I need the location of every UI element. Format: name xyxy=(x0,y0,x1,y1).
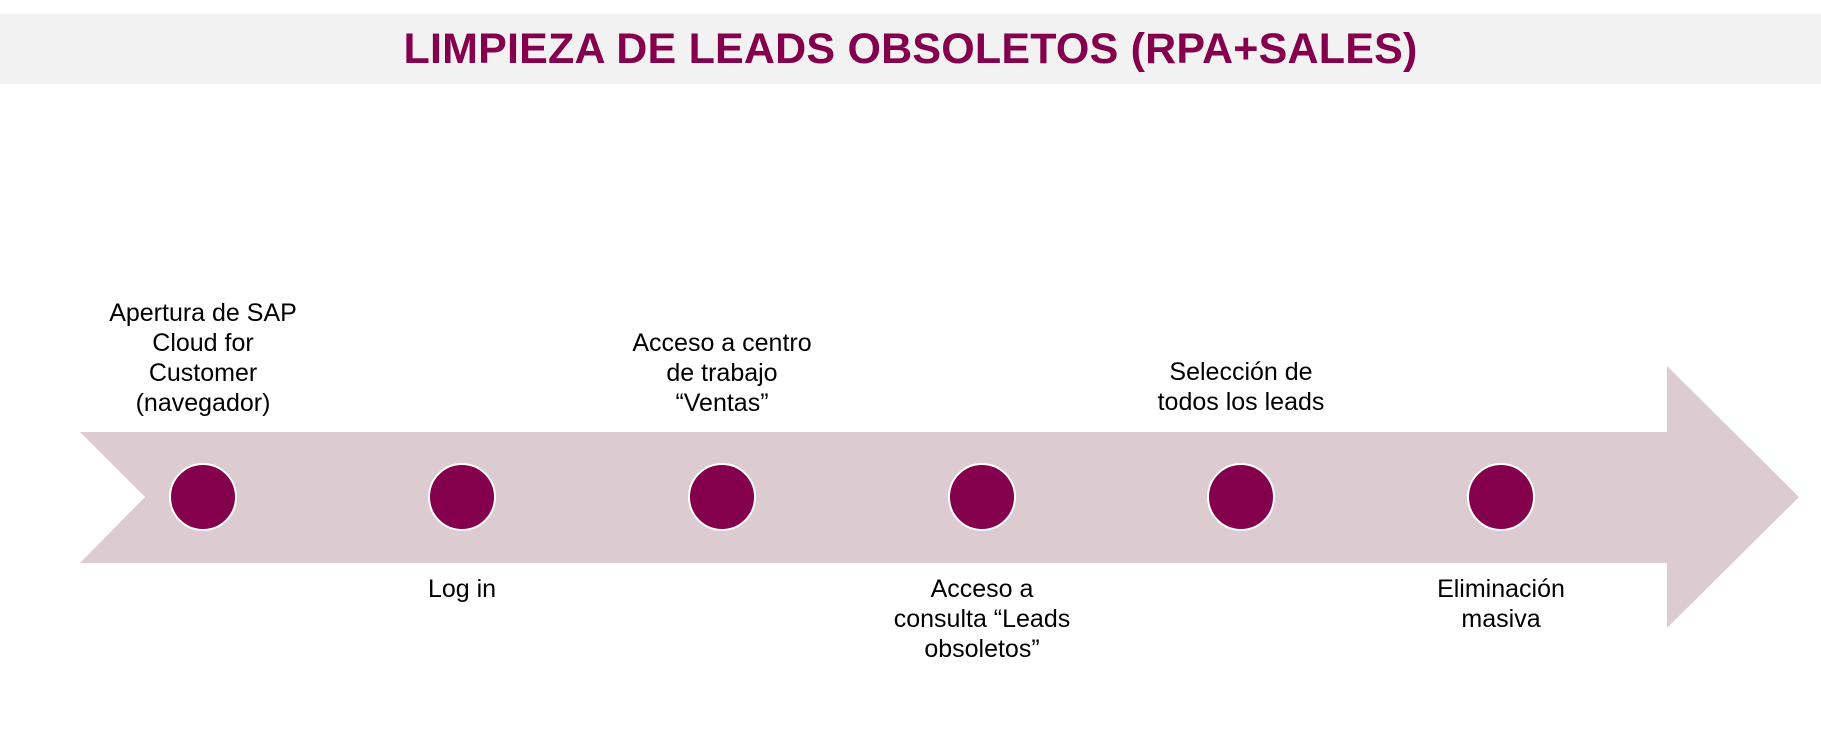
step-marker-3 xyxy=(688,463,756,531)
step-marker-6 xyxy=(1467,463,1535,531)
step-marker-4 xyxy=(948,463,1016,531)
page-title: LIMPIEZA DE LEADS OBSOLETOS (RPA+SALES) xyxy=(403,24,1418,73)
step-label-2: Log in xyxy=(427,575,497,603)
step-label-3: Acceso a centro de trabajo “Ventas” xyxy=(632,329,812,417)
timeline-arrow xyxy=(80,366,1799,628)
step-markers xyxy=(169,463,1535,531)
title-bar: LIMPIEZA DE LEADS OBSOLETOS (RPA+SALES) xyxy=(0,14,1821,84)
step-label-4: Acceso a consulta “Leads obsoletos” xyxy=(893,575,1071,663)
step-marker-1 xyxy=(169,463,237,531)
step-label-5: Selección de todos los leads xyxy=(1157,358,1325,416)
step-marker-2 xyxy=(428,463,496,531)
step-label-6: Eliminación masiva xyxy=(1437,575,1565,633)
step-label-1: Apertura de SAP Cloud for Customer (nave… xyxy=(109,299,297,417)
step-marker-5 xyxy=(1207,463,1275,531)
